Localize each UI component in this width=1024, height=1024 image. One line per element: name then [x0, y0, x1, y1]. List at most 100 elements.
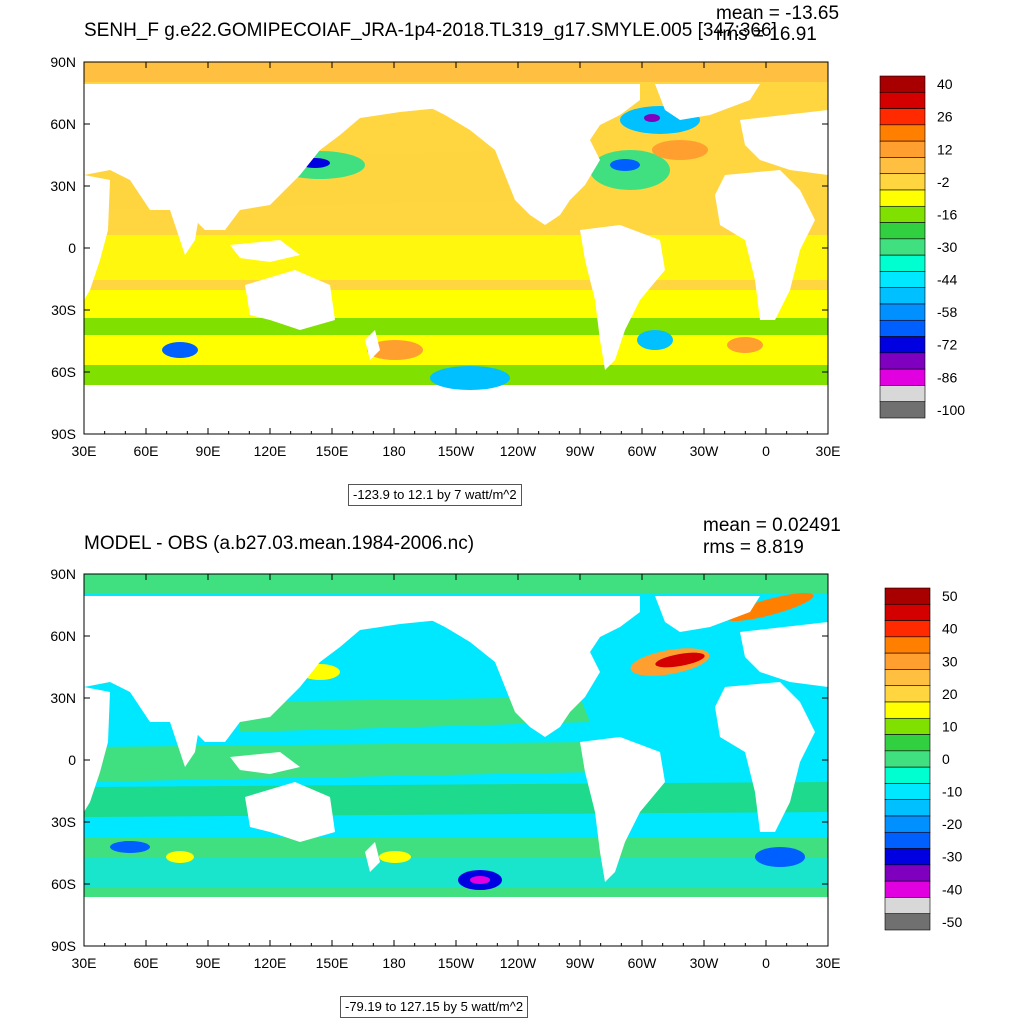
bottom-cbar-label: 40: [942, 621, 958, 637]
top-cbar-box: [879, 189, 926, 207]
bottom-colorbar: 50 40 30 20 10 0 -10 -20 -30 -40 -50: [884, 587, 962, 931]
top-cbar-label: -100: [937, 402, 965, 418]
bottom-xtick-label: 60E: [134, 955, 159, 971]
top-title: SENH_F g.e22.GOMIPECOIAF_JRA-1p4-2018.TL…: [84, 20, 777, 41]
top-cbar-label: -16: [937, 206, 957, 222]
top-cbar-box: [879, 271, 926, 289]
bottom-cbar-box: [884, 897, 931, 915]
ross-sea-feature: [430, 366, 510, 390]
bottom-cbar-label: 20: [942, 686, 958, 702]
top-cbar-label: 26: [937, 109, 953, 125]
bottom-title: MODEL - OBS (a.b27.03.mean.1984-2006.nc): [84, 533, 475, 554]
north-atlantic-positive: [652, 140, 708, 160]
bottom-cbar-label: 30: [942, 653, 958, 669]
top-xtick-label: 0: [762, 443, 770, 459]
top-xtick-label: 90E: [196, 443, 221, 459]
southern-green-band: [84, 318, 828, 338]
top-contour-range: -123.9 to 12.1 by 7 watt/m^2: [348, 484, 522, 506]
bottom-mean: mean = 0.02491: [703, 515, 841, 536]
top-cbar-box: [879, 140, 926, 158]
nordic-anomaly: [726, 593, 814, 621]
top-ytick-label: 30N: [50, 178, 76, 194]
top-xtick-label: 90W: [566, 443, 596, 459]
top-map-field: [84, 62, 828, 434]
southern-yellow-band: [84, 290, 828, 320]
atlantic-sector-negative: [755, 847, 805, 867]
equatorial-band: [84, 235, 828, 280]
top-xtick-label: 30E: [72, 443, 97, 459]
bottom-cbar-box: [884, 734, 931, 752]
bottom-xtick-label: 150W: [438, 955, 475, 971]
top-cbar-label: -72: [937, 337, 957, 353]
bottom-xtick-label: 120W: [500, 955, 537, 971]
bottom-contour-range: -79.19 to 127.15 by 5 watt/m^2: [340, 996, 529, 1018]
top-ytick-label: 60N: [50, 116, 76, 132]
bottom-ytick-label: 60S: [51, 876, 76, 892]
bottom-panel: 30E 60E 90E 120E 150E 180 150W 120W 90W 60W 30W 0 30…: [0, 512, 1024, 1024]
top-cbar-box: [879, 222, 926, 240]
top-cbar-box: [879, 319, 926, 337]
bottom-axes: 30E 60E 90E 120E 150E 180 150W 120W 90W 60W 30W 0 30…: [50, 566, 840, 971]
top-panel: 30E 60E 90E 120E 150E 180 150W 120W 90W 60W 30W 0 30…: [50, 3, 965, 506]
south-green: [84, 782, 828, 817]
top-cbar-box: [879, 75, 926, 93]
bottom-cbar-box: [884, 717, 931, 735]
top-cbar-box: [879, 238, 926, 256]
bottom-ytick-label: 90N: [50, 566, 76, 582]
bottom-xtick-label: 30E: [72, 955, 97, 971]
top-cbar-box: [879, 385, 926, 403]
top-ytick-label: 30S: [51, 302, 76, 318]
top-xtick-label: 60W: [628, 443, 658, 459]
bottom-cbar-box: [884, 880, 931, 898]
south-pacific-positive: [367, 340, 423, 360]
bottom-ytick-label: 90S: [51, 938, 76, 954]
agulhas-feature: [162, 342, 198, 358]
bottom-map-field: [84, 574, 828, 946]
bottom-ytick-label: 0: [68, 752, 76, 768]
bottom-cbar-box: [884, 913, 931, 931]
agulhas-anomaly: [166, 851, 194, 863]
top-cbar-box: [879, 108, 926, 126]
bottom-cbar-box: [884, 636, 931, 654]
top-xtick-label: 120W: [500, 443, 537, 459]
indian-sector-negative: [110, 841, 150, 853]
land: [84, 84, 828, 370]
top-ytick-label: 90S: [51, 426, 76, 442]
top-ytick-label: 90N: [50, 54, 76, 70]
top-cbar-box: [879, 352, 926, 370]
bottom-cbar-box: [884, 685, 931, 703]
bottom-xtick-label: 180: [382, 955, 406, 971]
gulf-stream-core: [655, 652, 705, 668]
top-cbar-box: [879, 336, 926, 354]
pacific-sector-core: [470, 876, 490, 884]
top-cbar-box: [879, 254, 926, 272]
bottom-cbar-label: 50: [942, 588, 958, 604]
top-cbar-box: [879, 401, 926, 419]
bottom-xtick-label: 0: [762, 955, 770, 971]
top-ytick-label: 0: [68, 240, 76, 256]
top-mean: mean = -13.65: [716, 3, 840, 24]
top-cbar-box: [879, 157, 926, 175]
top-map-svg: 30E 60E 90E 120E 150E 180 150W 120W 90W 60W 30W 0 30…: [50, 54, 965, 459]
top-xtick-label: 30E: [816, 443, 841, 459]
bottom-cbar-box: [884, 603, 931, 621]
bottom-cbar-box: [884, 815, 931, 833]
bottom-rms: rms = 8.819: [703, 537, 804, 558]
top-cbar-box: [879, 91, 926, 109]
top-cbar-box: [879, 124, 926, 142]
top-xtick-label: 30W: [690, 443, 720, 459]
top-axes: 30E 60E 90E 120E 150E 180 150W 120W 90W 60W 30W 0 30…: [50, 54, 840, 459]
top-cbar-box: [879, 368, 926, 386]
top-cbar-box: [879, 303, 926, 321]
bottom-cbar-box: [884, 701, 931, 719]
top-cbar-label: -2: [937, 174, 950, 190]
bottom-cbar-box: [884, 587, 931, 605]
bottom-cbar-box: [884, 831, 931, 849]
labrador-core: [644, 114, 660, 122]
bottom-xtick-label: 90E: [196, 955, 221, 971]
top-cbar-label: -30: [937, 239, 957, 255]
south-atlantic-positive: [727, 337, 763, 353]
bottom-cbar-box: [884, 799, 931, 817]
bottom-xtick-label: 30E: [816, 955, 841, 971]
bottom-xtick-label: 120E: [254, 955, 287, 971]
